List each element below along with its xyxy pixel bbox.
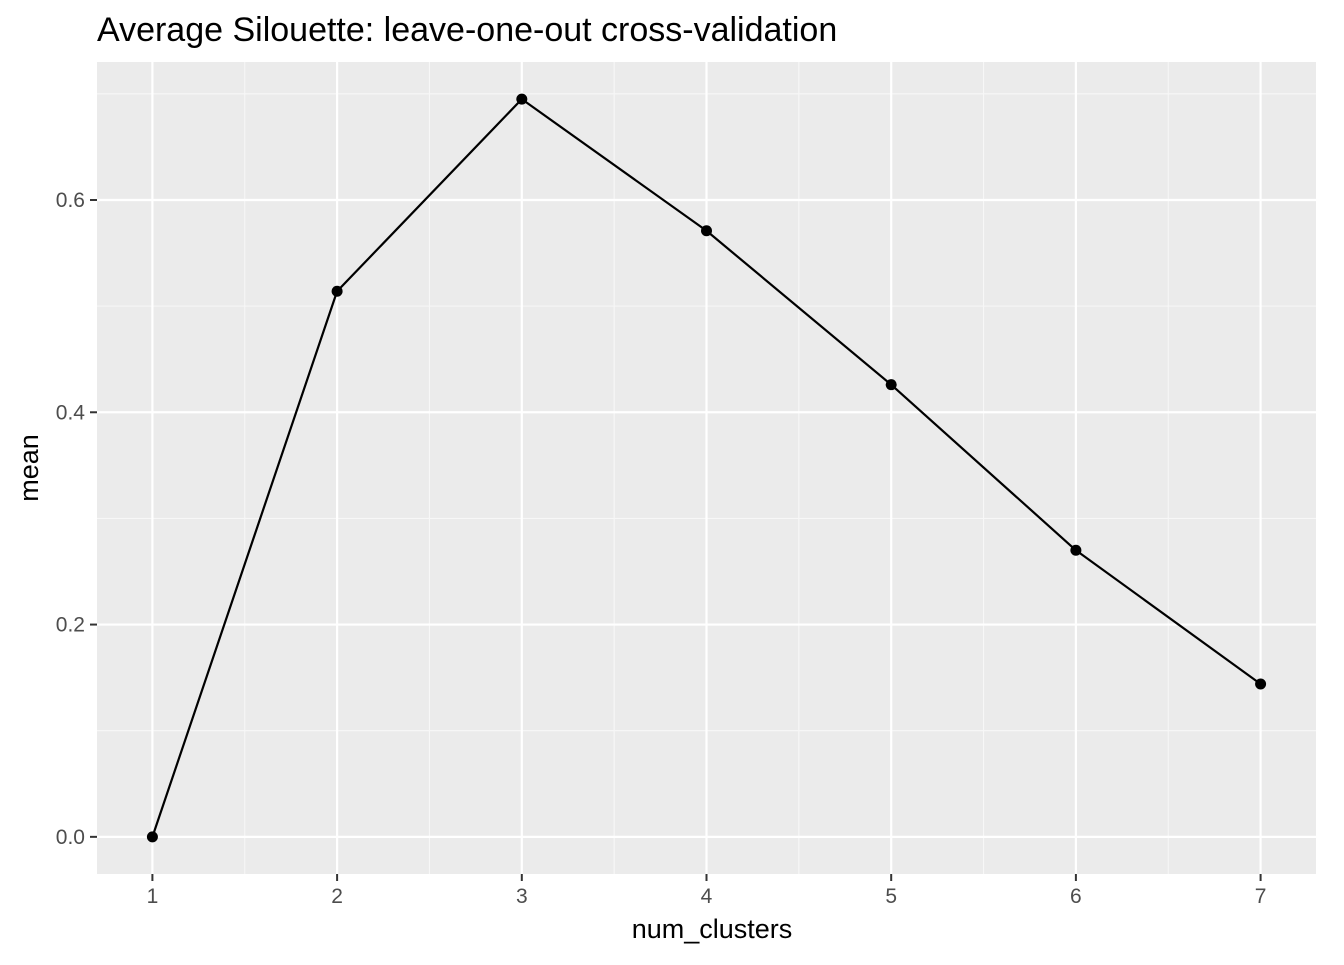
- axis-ticks: [90, 198, 1262, 881]
- data-point: [885, 379, 897, 391]
- data-point: [701, 225, 712, 237]
- data-point: [1255, 678, 1267, 690]
- y-tick-label: 0.6: [56, 189, 85, 212]
- chart-title: Average Silouette: leave-one-out cross-v…: [97, 11, 837, 49]
- y-tick-label: 0.0: [56, 826, 85, 849]
- y-axis-title: mean: [14, 434, 44, 502]
- data-point: [516, 93, 528, 105]
- data-points-layer: [146, 93, 1267, 843]
- x-tick-label: 2: [331, 885, 343, 908]
- x-tick-label: 7: [1255, 885, 1267, 908]
- x-tick-label: 6: [1070, 885, 1082, 908]
- y-tick-label: 0.4: [56, 401, 86, 424]
- x-tick-label: 1: [147, 885, 159, 908]
- x-tick-label: 4: [701, 885, 713, 908]
- x-axis-tick-labels: 1 2 3 4 5 6 7: [147, 885, 1267, 908]
- major-gridlines: [97, 62, 1316, 874]
- data-point: [331, 285, 343, 297]
- y-tick-label: 0.2: [56, 614, 85, 637]
- x-tick-label: 3: [516, 885, 528, 908]
- data-point: [146, 831, 158, 843]
- x-axis-title: num_clusters: [632, 914, 793, 944]
- y-axis-tick-labels: 0.0 0.2 0.4 0.6: [56, 189, 86, 849]
- data-point: [1070, 544, 1082, 556]
- x-tick-label: 5: [885, 885, 897, 908]
